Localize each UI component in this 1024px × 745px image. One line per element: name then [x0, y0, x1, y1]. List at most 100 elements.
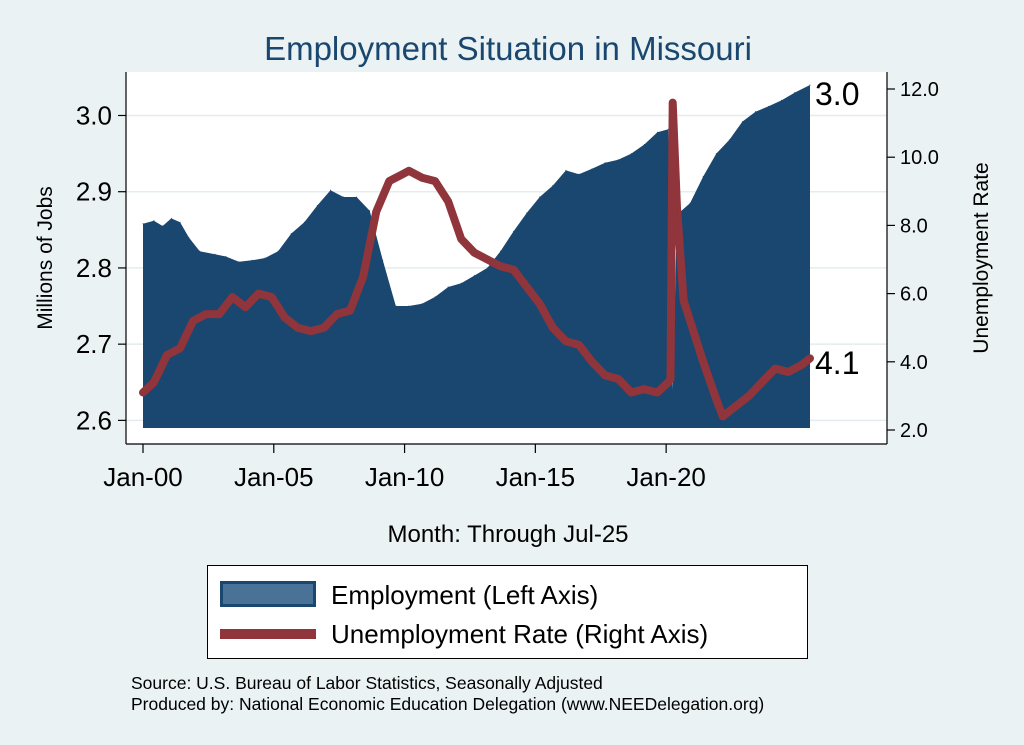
unemployment-point [270, 296, 273, 299]
employment-point [526, 212, 528, 214]
unemployment-point [335, 313, 338, 316]
axes [125, 72, 888, 445]
x-tick-label: Jan-10 [365, 462, 445, 492]
employment-point [356, 196, 358, 198]
unemployment-point [702, 360, 705, 363]
unemployment-point [669, 377, 672, 380]
unemployment-point [421, 176, 424, 179]
right-tick-label: 10.0 [900, 147, 939, 169]
employment-point [499, 250, 501, 252]
unemployment-points [142, 101, 811, 418]
employment-point [369, 210, 371, 212]
unemployment-point [309, 330, 312, 333]
unemployment-point [671, 101, 674, 104]
producer-note: Produced by: National Economic Education… [131, 694, 765, 714]
employment-point [552, 185, 554, 187]
employment-point [630, 153, 632, 155]
unemployment-point [525, 285, 528, 288]
unemployment-point [787, 371, 790, 374]
employment-point [617, 159, 619, 161]
unemployment-point [676, 207, 679, 210]
employment-end-label: 3.0 [815, 76, 859, 112]
unemployment-point [296, 326, 299, 329]
unemployment-point [349, 309, 352, 312]
unemployment-point [577, 343, 580, 346]
unemployment-point [691, 326, 694, 329]
employment-point [225, 256, 227, 257]
left-axis-ticks: 2.6 2.7 2.8 2.9 3.0 [76, 100, 126, 435]
employment-point [591, 168, 593, 170]
unemployment-point [761, 381, 764, 384]
unemployment-point [643, 388, 646, 391]
x-tick-label: Jan-05 [234, 462, 314, 492]
employment-point [179, 221, 181, 223]
unemployment-point [231, 296, 234, 299]
unemployment-point [152, 381, 155, 384]
right-tick-label: 2.0 [900, 420, 928, 442]
legend-label-employment: Employment (Left Axis) [331, 580, 599, 610]
employment-point [277, 250, 279, 252]
x-tick-label: Jan-15 [496, 462, 576, 492]
employment-point [303, 221, 305, 223]
unemployment-point [218, 313, 221, 316]
source-note: Source: U.S. Bureau of Labor Statistics,… [131, 673, 603, 693]
unemployment-point [656, 391, 659, 394]
chart-title: Employment Situation in Missouri [264, 30, 752, 67]
x-axis-label: Month: Through Jul-25 [387, 521, 628, 548]
right-axis-ticks: 2.0 4.0 6.0 8.0 10.0 12.0 [887, 79, 939, 442]
unemployment-point [682, 299, 685, 302]
unemployment-point [734, 405, 737, 408]
right-tick-label: 6.0 [900, 284, 928, 306]
unemployment-point [375, 210, 378, 213]
employment-point [667, 128, 669, 130]
left-tick-label: 2.8 [76, 253, 112, 283]
unemployment-point [388, 180, 391, 183]
employment-point [513, 230, 515, 232]
unemployment-point [362, 275, 365, 278]
left-tick-label: 2.9 [76, 177, 112, 207]
x-tick-label: Jan-00 [103, 462, 183, 492]
legend: Employment (Left Axis) Unemployment Rate… [207, 565, 808, 659]
legend-swatch-employment [220, 581, 316, 607]
unemployment-point [774, 367, 777, 370]
employment-point [643, 143, 645, 145]
unemployment-point [538, 302, 541, 305]
employment-point [170, 217, 172, 219]
left-tick-label: 2.6 [76, 405, 112, 435]
employment-point [199, 250, 201, 252]
legend-item-employment: Employment (Left Axis) [208, 574, 807, 614]
employment-point [421, 303, 423, 305]
unemployment-point [721, 415, 724, 418]
right-tick-label: 4.0 [900, 352, 928, 374]
unemployment-point [564, 340, 567, 343]
employment-point [162, 225, 164, 227]
employment-point [672, 389, 674, 391]
employment-point [238, 261, 240, 263]
unemployment-point [486, 258, 489, 261]
left-axis-label: Millions of Jobs [34, 186, 57, 330]
legend-label-unemployment: Unemployment Rate (Right Axis) [331, 619, 709, 649]
employment-point [460, 282, 462, 284]
employment-point [578, 173, 580, 175]
right-axis-label: Unemployment Rate [970, 162, 993, 353]
unemployment-point [715, 398, 718, 401]
employment-point [656, 131, 658, 133]
employment-area [143, 85, 810, 428]
employment-point [676, 214, 678, 216]
unemployment-point [434, 180, 437, 183]
employment-point [728, 139, 730, 141]
employment-point [290, 233, 292, 235]
unemployment-point [205, 313, 208, 316]
unemployment-point [165, 353, 168, 356]
employment-point [447, 286, 449, 288]
employment-point [781, 99, 783, 101]
x-tick-label: Jan-20 [626, 462, 706, 492]
employment-point [768, 105, 770, 107]
unemployment-point [322, 326, 325, 329]
unemployment-point [473, 251, 476, 254]
employment-point [755, 111, 757, 113]
employment-point [604, 162, 606, 164]
unemployment-point [192, 319, 195, 322]
employment-point [539, 196, 541, 198]
employment-point [434, 296, 436, 298]
